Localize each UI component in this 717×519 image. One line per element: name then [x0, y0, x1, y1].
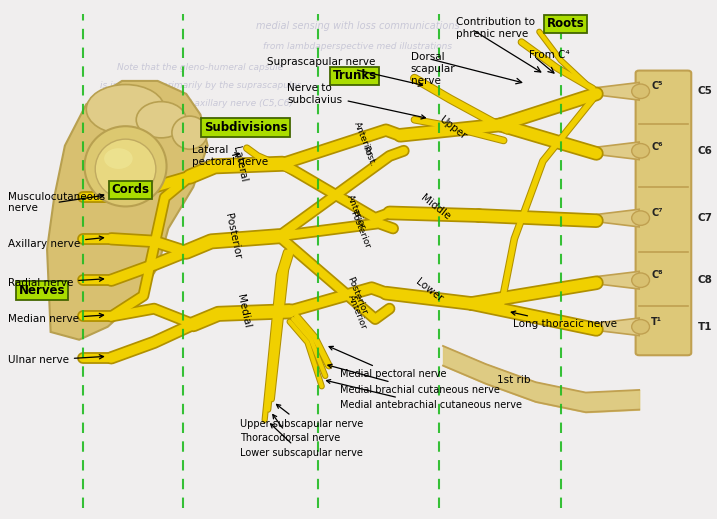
Text: Roots: Roots	[546, 18, 584, 31]
Text: C8: C8	[698, 275, 713, 285]
Text: Post.: Post.	[360, 144, 376, 168]
Text: 1st rib: 1st rib	[496, 375, 530, 385]
Ellipse shape	[632, 320, 650, 334]
Text: Median nerve: Median nerve	[8, 313, 103, 324]
Text: Anterior: Anterior	[345, 193, 367, 230]
Polygon shape	[47, 81, 208, 340]
Text: Posterior: Posterior	[346, 276, 369, 316]
Text: Upper subscapular nerve: Upper subscapular nerve	[239, 404, 363, 429]
Text: Dorsal
scapular
nerve: Dorsal scapular nerve	[411, 52, 455, 86]
Text: Upper: Upper	[437, 114, 467, 141]
Text: T1: T1	[698, 322, 712, 332]
Text: Medial: Medial	[234, 293, 252, 329]
Text: Medial pectoral nerve: Medial pectoral nerve	[329, 346, 446, 379]
Text: C⁵: C⁵	[651, 81, 663, 91]
Text: C⁷: C⁷	[651, 208, 663, 218]
Text: T¹: T¹	[651, 317, 663, 326]
Ellipse shape	[85, 126, 166, 207]
Text: C7: C7	[698, 213, 713, 223]
Text: Subdivisions: Subdivisions	[204, 121, 288, 134]
Text: from lambdaperspective med illustrations: from lambdaperspective med illustrations	[263, 42, 452, 51]
Text: Posterior: Posterior	[223, 212, 242, 260]
Ellipse shape	[632, 84, 650, 99]
Text: Medial antebrachial cutaneous nerve: Medial antebrachial cutaneous nerve	[326, 379, 521, 411]
Ellipse shape	[86, 85, 165, 134]
Text: is innervated primarily by the suprascapular: is innervated primarily by the suprascap…	[100, 81, 301, 90]
Text: Note that the gleno-humeral capsule: Note that the gleno-humeral capsule	[118, 63, 283, 72]
Polygon shape	[597, 209, 639, 227]
Text: Ulnar nerve: Ulnar nerve	[8, 354, 103, 365]
Polygon shape	[597, 83, 639, 100]
Text: Medial brachial cutaneous nerve: Medial brachial cutaneous nerve	[328, 364, 500, 395]
Text: Radial nerve: Radial nerve	[8, 277, 103, 288]
Text: From C⁴: From C⁴	[528, 50, 569, 60]
Text: Nerves: Nerves	[19, 284, 65, 297]
Ellipse shape	[172, 116, 208, 149]
Text: nerve (C5,C6) and axillary nerve (C5,C6): nerve (C5,C6) and axillary nerve (C5,C6)	[108, 99, 293, 108]
Text: C⁸: C⁸	[651, 270, 663, 280]
Text: C6: C6	[698, 146, 713, 156]
Ellipse shape	[136, 102, 186, 138]
Text: Thoracodorsal nerve: Thoracodorsal nerve	[239, 415, 340, 443]
Polygon shape	[597, 318, 639, 336]
Text: C5: C5	[698, 86, 713, 97]
Text: medial sensing with loss communications: medial sensing with loss communications	[255, 21, 459, 31]
Text: Nerve to
subclavius: Nerve to subclavius	[288, 83, 425, 119]
Polygon shape	[597, 271, 639, 289]
Text: Contribution to
phrenic nerve: Contribution to phrenic nerve	[456, 17, 535, 39]
Ellipse shape	[632, 273, 650, 288]
Text: Posterior: Posterior	[348, 209, 371, 250]
Ellipse shape	[632, 211, 650, 225]
Ellipse shape	[95, 139, 156, 199]
Text: Suprascapular nerve: Suprascapular nerve	[267, 57, 422, 86]
Text: Lower subscapular nerve: Lower subscapular nerve	[239, 424, 363, 458]
Text: Anterior: Anterior	[352, 121, 374, 158]
Text: Lateral
pectoral nerve: Lateral pectoral nerve	[192, 145, 268, 167]
Text: Anterior: Anterior	[346, 294, 369, 331]
Text: Middle: Middle	[419, 193, 452, 222]
Polygon shape	[597, 142, 639, 160]
Text: Musculocutaneous
nerve: Musculocutaneous nerve	[8, 192, 105, 213]
Text: Long thoracic nerve: Long thoracic nerve	[511, 311, 617, 329]
Text: Lower: Lower	[413, 277, 444, 304]
Text: Trunks: Trunks	[333, 69, 376, 82]
FancyBboxPatch shape	[635, 71, 691, 356]
Text: Axillary nerve: Axillary nerve	[8, 236, 103, 249]
Text: Lateral: Lateral	[231, 145, 248, 183]
Ellipse shape	[632, 144, 650, 158]
Ellipse shape	[104, 148, 133, 169]
Text: Cords: Cords	[111, 183, 149, 196]
Text: C⁶: C⁶	[651, 142, 663, 152]
